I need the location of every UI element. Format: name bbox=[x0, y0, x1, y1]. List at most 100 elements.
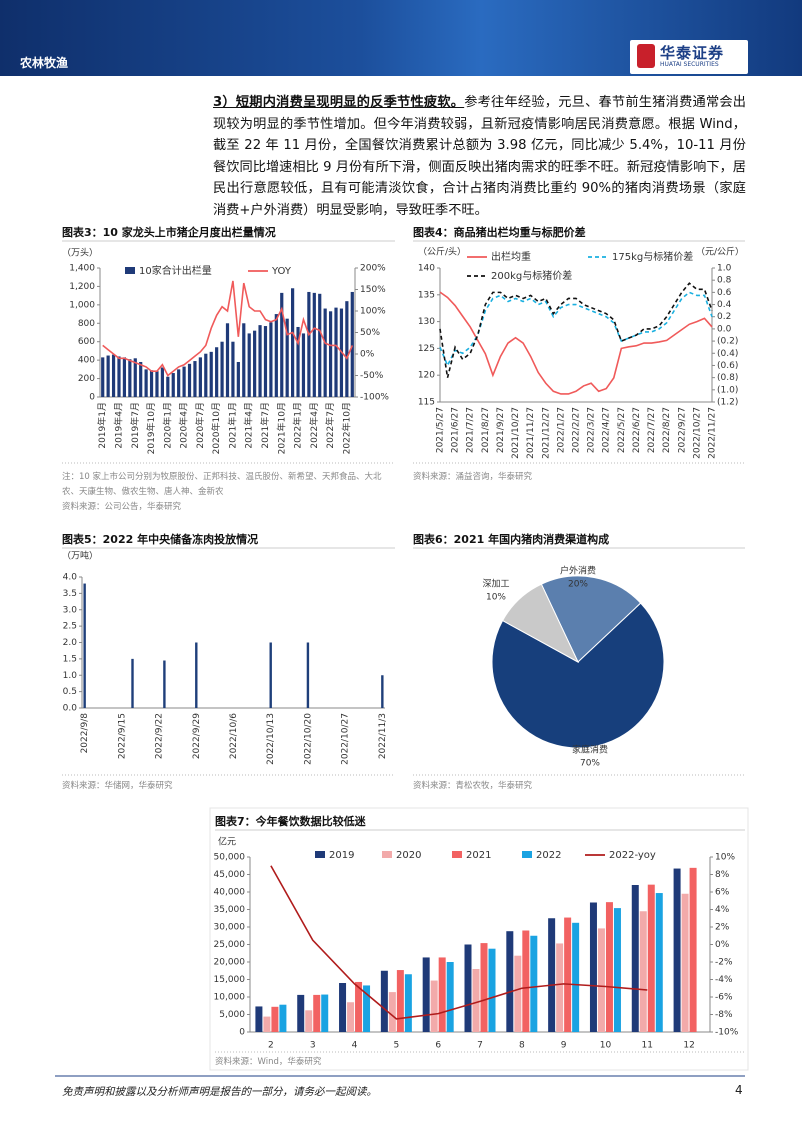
logo-subtext: HUATAI SECURITIES bbox=[660, 61, 719, 68]
bar bbox=[263, 326, 268, 397]
bar bbox=[556, 943, 564, 1032]
bar bbox=[564, 917, 572, 1032]
logo-mark bbox=[637, 44, 655, 68]
paragraph: 3）短期内消费呈现明显的反季节性疲软。参考往年经验，元旦、春节前生猪消费通常会出… bbox=[213, 92, 746, 221]
y-tick-label: 35,000 bbox=[214, 905, 246, 915]
axis-unit: （公斤/头） bbox=[418, 247, 466, 258]
y-tick-label: 120 bbox=[418, 371, 435, 381]
x-tick-label: 2020年10月 bbox=[210, 402, 222, 454]
legend-label: 2020 bbox=[396, 850, 421, 861]
x-tick-label: 2021年10月 bbox=[275, 402, 287, 454]
y2-tick-label: (0.6) bbox=[717, 361, 738, 371]
y-tick-label: 20,000 bbox=[214, 958, 246, 968]
y2-tick-label: 0.2 bbox=[717, 312, 731, 322]
legend-swatch bbox=[452, 851, 462, 858]
bar bbox=[639, 911, 647, 1032]
x-tick-label: 2022/9/29 bbox=[192, 713, 202, 759]
x-tick-label: 2022/9/27 bbox=[677, 407, 687, 453]
legend-label: 10家合计出栏量 bbox=[139, 264, 212, 277]
bar bbox=[236, 361, 240, 397]
y-tick-label: 15,000 bbox=[214, 975, 246, 985]
y-tick-label: 25,000 bbox=[214, 940, 246, 950]
bar bbox=[83, 583, 86, 708]
bar bbox=[305, 1010, 313, 1032]
legend-label: 2022 bbox=[536, 850, 561, 861]
bar bbox=[522, 930, 530, 1032]
x-tick-label: 2022年1月 bbox=[292, 402, 304, 449]
x-tick-label: 4 bbox=[352, 1041, 358, 1051]
x-tick-label: 2021年7月 bbox=[259, 402, 271, 449]
x-tick-label: 2022/10/27 bbox=[341, 713, 351, 765]
line-series bbox=[439, 291, 713, 368]
x-tick-label: 2020年4月 bbox=[178, 402, 190, 449]
bar bbox=[279, 1004, 287, 1032]
y-tick-label: 2.0 bbox=[63, 638, 78, 648]
bar bbox=[297, 994, 305, 1032]
y-tick-label: 30,000 bbox=[214, 923, 246, 933]
y2-tick-label: 150% bbox=[360, 285, 386, 295]
y2-tick-label: 2% bbox=[715, 923, 730, 933]
bar bbox=[339, 983, 347, 1032]
bar bbox=[363, 985, 371, 1032]
y-tick-label: 125 bbox=[418, 344, 435, 354]
bar bbox=[548, 918, 556, 1032]
bar bbox=[655, 893, 663, 1032]
y2-tick-label: (0.8) bbox=[717, 373, 738, 383]
bar bbox=[204, 353, 208, 397]
bar bbox=[689, 867, 697, 1032]
bar bbox=[301, 333, 306, 397]
y2-tick-label: 0.6 bbox=[717, 288, 732, 298]
y-tick-label: 45,000 bbox=[214, 870, 246, 880]
x-tick-label: 2021/7/27 bbox=[466, 407, 476, 453]
bar bbox=[530, 935, 538, 1032]
bar bbox=[673, 868, 681, 1032]
y2-tick-label: (1.2) bbox=[717, 398, 738, 408]
axis-unit: （元/公斤） bbox=[696, 247, 744, 258]
y2-tick-label: 0.8 bbox=[717, 276, 732, 286]
y-tick-label: 800 bbox=[78, 319, 95, 329]
pie-slice bbox=[540, 575, 642, 663]
bar bbox=[355, 981, 363, 1032]
bar bbox=[285, 318, 289, 397]
x-tick-label: 6 bbox=[435, 1041, 441, 1051]
bar bbox=[263, 1016, 271, 1032]
x-tick-label: 2019年7月 bbox=[129, 402, 141, 449]
figure-title: 图表5：2022 年中央储备冻肉投放情况 bbox=[62, 532, 258, 546]
x-tick-label: 2022/7/27 bbox=[647, 407, 657, 453]
y2-tick-label: -100% bbox=[360, 393, 389, 403]
bar bbox=[253, 330, 257, 397]
bar bbox=[380, 970, 388, 1032]
y-tick-label: 1,400 bbox=[69, 264, 95, 274]
y2-tick-label: 10% bbox=[715, 853, 735, 863]
legend-swatch bbox=[315, 851, 325, 858]
axis-unit: 亿元 bbox=[218, 836, 236, 848]
y-tick-label: 200 bbox=[78, 374, 95, 384]
bar bbox=[347, 1002, 355, 1032]
paragraph-text: 参考往年经验，元旦、春节前生猪消费通常会出现较为明显的季节性增加。但今年消费较弱… bbox=[213, 95, 746, 218]
bar bbox=[381, 675, 384, 708]
y-tick-label: 1.0 bbox=[63, 671, 78, 681]
line-series bbox=[439, 291, 713, 395]
y-tick-label: 10,000 bbox=[214, 993, 246, 1003]
y-tick-label: 5,000 bbox=[219, 1010, 245, 1020]
x-tick-label: 2022年10月 bbox=[340, 402, 352, 454]
bar bbox=[149, 370, 154, 397]
x-tick-label: 2020年7月 bbox=[194, 402, 206, 449]
x-tick-label: 2022/8/27 bbox=[662, 407, 672, 453]
y-tick-label: 1,000 bbox=[69, 300, 95, 310]
figure-title: 图表4：商品猪出栏均重与标肥价差 bbox=[413, 225, 586, 239]
y-tick-label: 1,200 bbox=[69, 282, 95, 292]
slice-value: 70% bbox=[580, 759, 600, 769]
y2-tick-label: -4% bbox=[715, 975, 733, 985]
bar bbox=[589, 902, 597, 1032]
x-tick-label: 2022/9/22 bbox=[155, 713, 165, 759]
x-tick-label: 2022年4月 bbox=[308, 402, 320, 449]
bar bbox=[388, 992, 396, 1032]
bar bbox=[291, 288, 295, 397]
x-tick-label: 11 bbox=[642, 1041, 653, 1051]
x-tick-label: 9 bbox=[561, 1041, 567, 1051]
x-tick-label: 3 bbox=[310, 1041, 316, 1051]
x-tick-label: 2021/9/27 bbox=[496, 407, 506, 453]
chart-source: 资料来源：Wind，华泰研究 bbox=[215, 1057, 322, 1067]
